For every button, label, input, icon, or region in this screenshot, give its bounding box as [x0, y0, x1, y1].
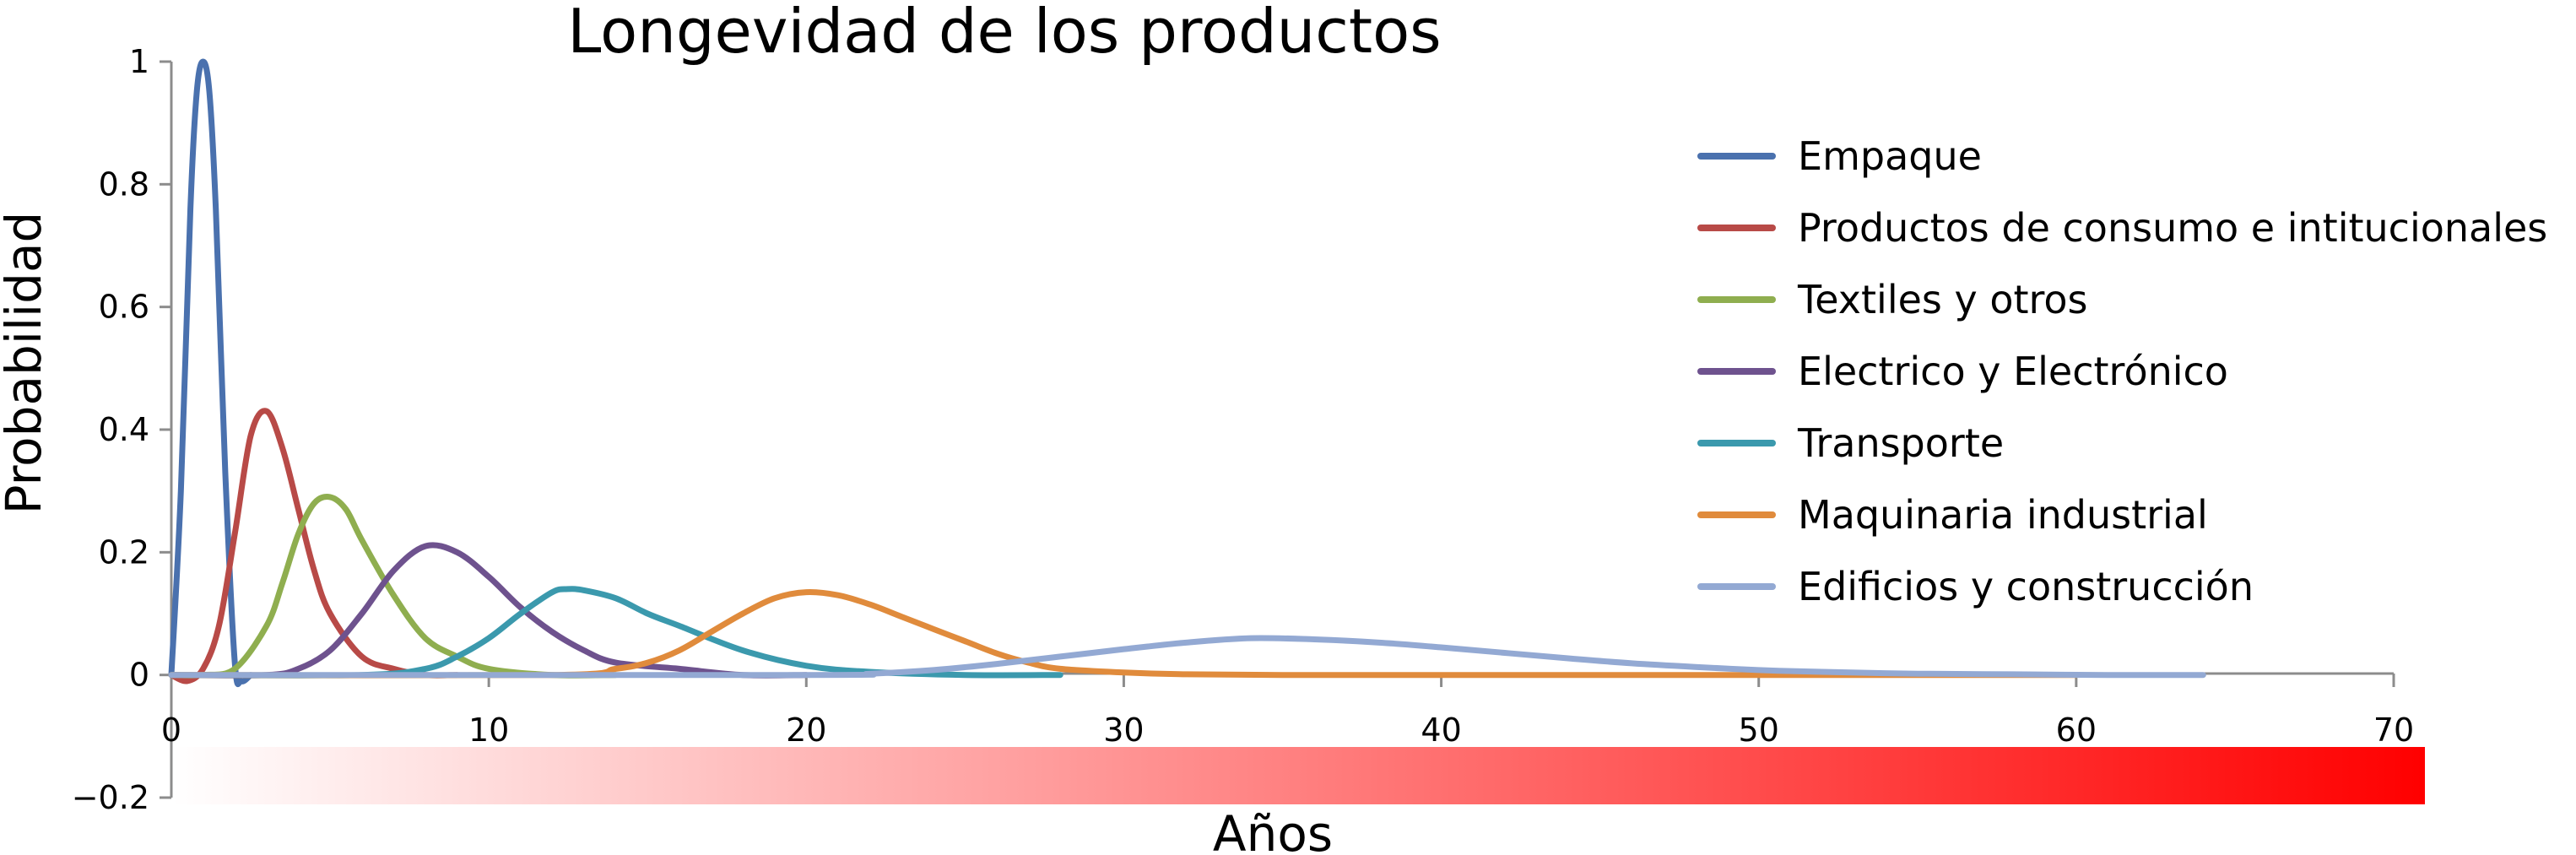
years-color-bar	[173, 747, 2425, 804]
x-tick-label: 0	[161, 712, 181, 749]
chart-title: Longevidad de los productos	[567, 0, 1441, 67]
series-lines	[168, 58, 2206, 687]
x-tick-label: 20	[786, 712, 826, 749]
y-tick-label: 0.8	[99, 165, 149, 203]
legend: Empaque Productos de consumo e intitucion…	[1697, 133, 2547, 609]
x-tick-label: 30	[1103, 712, 1144, 749]
y-tick-label: −0.2	[72, 779, 149, 816]
y-tick-label: 0	[129, 657, 149, 694]
y-axis-label: Probabilidad	[0, 212, 52, 515]
x-axis-ticks: 0 10 20 30 40 50 60 70	[161, 674, 2414, 749]
legend-label: Electrico y Electrónico	[1798, 349, 2228, 394]
y-axis-ticks: −0.2 0 0.2 0.4 0.6 0.8 1	[72, 43, 171, 816]
x-tick-label: 60	[2056, 712, 2097, 749]
x-tick-label: 70	[2373, 712, 2414, 749]
x-tick-label: 50	[1739, 712, 1779, 749]
x-tick-label: 10	[468, 712, 509, 749]
series-line-1	[168, 408, 460, 685]
y-tick-label: 1	[129, 43, 149, 80]
x-axis-label: Años	[1213, 805, 1333, 855]
series-line-0	[168, 58, 254, 687]
series-line-3	[168, 542, 809, 679]
legend-label: Maquinaria industrial	[1798, 492, 2208, 538]
y-tick-label: 0.6	[99, 289, 149, 326]
x-tick-label: 40	[1421, 712, 1461, 749]
y-tick-label: 0.4	[99, 411, 149, 448]
series-line-6	[168, 635, 2206, 679]
legend-label: Textiles y otros	[1797, 277, 2088, 322]
legend-label: Edificios y construcción	[1798, 564, 2254, 609]
legend-label: Productos de consumo e intitucionales	[1798, 205, 2547, 251]
series-line-5	[168, 588, 2080, 679]
legend-label: Transporte	[1797, 420, 2004, 466]
series-line-4	[168, 586, 1063, 679]
legend-label: Empaque	[1798, 133, 1982, 179]
y-tick-label: 0.2	[99, 533, 149, 571]
series-line-2	[168, 494, 620, 679]
